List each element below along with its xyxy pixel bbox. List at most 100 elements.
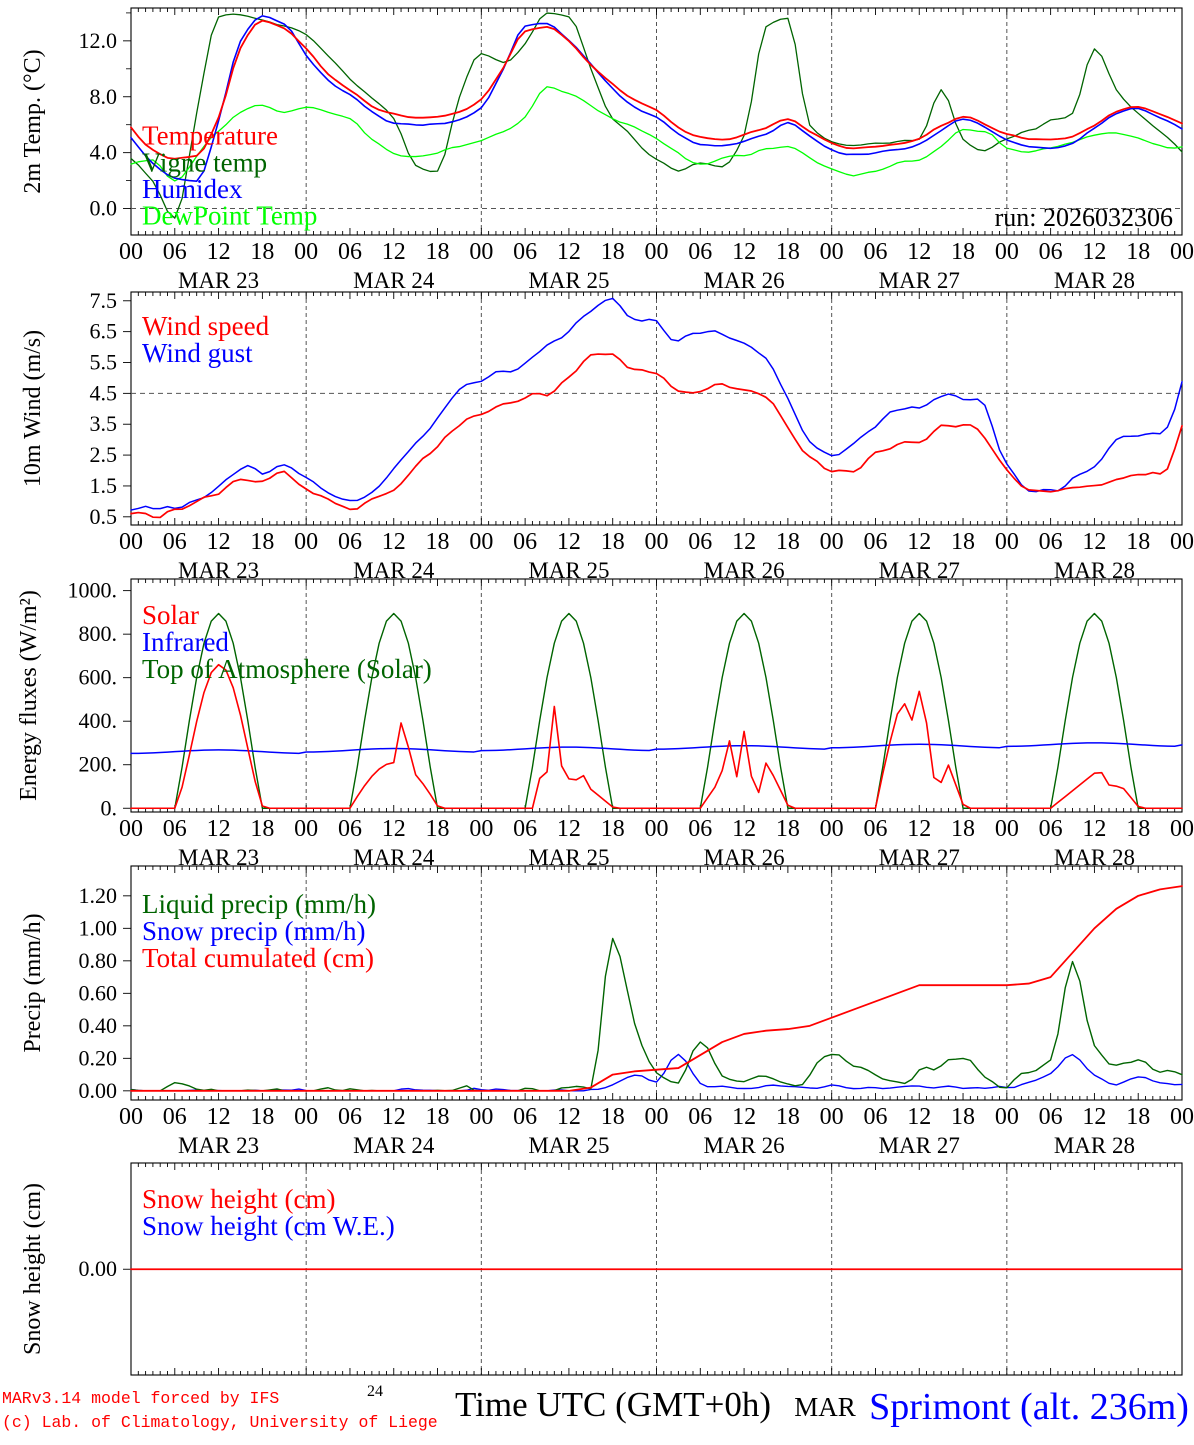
svg-text:00: 00 [469, 1104, 493, 1130]
svg-text:1.20: 1.20 [79, 883, 118, 908]
svg-text:12.0: 12.0 [79, 28, 118, 53]
svg-text:0.80: 0.80 [79, 948, 118, 973]
svg-text:12: 12 [557, 239, 581, 265]
svg-text:00: 00 [645, 816, 669, 842]
svg-text:12: 12 [1082, 1104, 1106, 1130]
svg-text:06: 06 [513, 529, 537, 555]
svg-text:Wind gust: Wind gust [142, 338, 253, 368]
svg-text:12: 12 [557, 529, 581, 555]
svg-text:06: 06 [863, 239, 887, 265]
svg-text:12: 12 [207, 816, 231, 842]
svg-text:06: 06 [338, 239, 362, 265]
svg-text:600.: 600. [79, 665, 118, 690]
svg-text:24: 24 [367, 1383, 383, 1400]
svg-text:00: 00 [294, 816, 318, 842]
svg-text:0.00: 0.00 [79, 1256, 118, 1281]
svg-text:06: 06 [338, 1104, 362, 1130]
svg-text:18: 18 [250, 529, 274, 555]
svg-text:Temperature: Temperature [142, 121, 278, 151]
svg-text:00: 00 [1170, 239, 1194, 265]
svg-text:06: 06 [688, 529, 712, 555]
svg-text:00: 00 [119, 816, 143, 842]
svg-text:00: 00 [1170, 816, 1194, 842]
svg-text:18: 18 [951, 529, 975, 555]
svg-text:Sprimont (alt. 236m): Sprimont (alt. 236m) [869, 1386, 1189, 1428]
svg-text:MAR 25: MAR 25 [528, 1133, 609, 1158]
svg-text:12: 12 [207, 239, 231, 265]
svg-text:Liquid precip (mm/h): Liquid precip (mm/h) [142, 889, 376, 919]
svg-text:MAR 24: MAR 24 [353, 268, 435, 293]
svg-text:06: 06 [338, 816, 362, 842]
svg-text:06: 06 [163, 816, 187, 842]
svg-text:00: 00 [469, 529, 493, 555]
svg-text:00: 00 [820, 529, 844, 555]
svg-text:MAR 28: MAR 28 [1054, 268, 1135, 293]
svg-text:12: 12 [907, 239, 931, 265]
svg-text:12: 12 [557, 1104, 581, 1130]
svg-text:MAR 23: MAR 23 [178, 268, 259, 293]
svg-text:MAR: MAR [794, 1392, 856, 1422]
svg-text:0.00: 0.00 [79, 1078, 118, 1103]
svg-text:18: 18 [951, 816, 975, 842]
svg-text:0.5: 0.5 [90, 504, 118, 529]
svg-text:MAR 24: MAR 24 [353, 1133, 435, 1158]
svg-text:00: 00 [820, 239, 844, 265]
svg-text:Solar: Solar [142, 600, 199, 630]
svg-text:0.0: 0.0 [90, 196, 118, 221]
svg-text:06: 06 [863, 816, 887, 842]
svg-text:12: 12 [382, 239, 406, 265]
svg-text:06: 06 [513, 816, 537, 842]
svg-text:12: 12 [557, 816, 581, 842]
svg-text:00: 00 [820, 816, 844, 842]
svg-text:18: 18 [601, 816, 625, 842]
svg-text:0.40: 0.40 [79, 1013, 118, 1038]
svg-text:1.5: 1.5 [90, 473, 118, 498]
svg-text:00: 00 [119, 529, 143, 555]
svg-text:00: 00 [820, 1104, 844, 1130]
svg-text:18: 18 [601, 239, 625, 265]
svg-text:18: 18 [776, 816, 800, 842]
svg-text:12: 12 [907, 529, 931, 555]
svg-text:2m Temp. (°C): 2m Temp. (°C) [20, 49, 46, 193]
svg-text:2.5: 2.5 [90, 442, 118, 467]
svg-text:6.5: 6.5 [90, 319, 118, 344]
svg-text:12: 12 [1082, 816, 1106, 842]
svg-text:18: 18 [1126, 529, 1150, 555]
svg-text:18: 18 [426, 529, 450, 555]
svg-text:06: 06 [863, 1104, 887, 1130]
svg-text:00: 00 [995, 239, 1019, 265]
svg-text:18: 18 [601, 529, 625, 555]
svg-text:DewPoint Temp: DewPoint Temp [142, 201, 317, 231]
svg-text:18: 18 [951, 1104, 975, 1130]
svg-text:12: 12 [207, 529, 231, 555]
svg-text:12: 12 [907, 816, 931, 842]
svg-text:12: 12 [382, 529, 406, 555]
svg-text:4.0: 4.0 [90, 140, 118, 165]
svg-text:Total cumulated (cm): Total cumulated (cm) [142, 943, 374, 973]
svg-text:0.20: 0.20 [79, 1045, 118, 1070]
svg-text:06: 06 [688, 239, 712, 265]
svg-text:Humidex: Humidex [142, 174, 243, 204]
svg-text:MAR 25: MAR 25 [528, 268, 609, 293]
svg-text:12: 12 [907, 1104, 931, 1130]
svg-text:18: 18 [601, 1104, 625, 1130]
svg-text:12: 12 [732, 816, 756, 842]
svg-text:00: 00 [294, 529, 318, 555]
svg-text:12: 12 [382, 1104, 406, 1130]
svg-text:18: 18 [951, 239, 975, 265]
svg-text:06: 06 [863, 529, 887, 555]
svg-text:12: 12 [1082, 529, 1106, 555]
svg-text:00: 00 [1170, 529, 1194, 555]
svg-text:00: 00 [1170, 1104, 1194, 1130]
svg-text:06: 06 [1039, 1104, 1063, 1130]
svg-text:400.: 400. [79, 708, 118, 733]
svg-text:Precip (mm/h): Precip (mm/h) [20, 913, 46, 1052]
svg-text:18: 18 [1126, 1104, 1150, 1130]
svg-text:06: 06 [688, 816, 712, 842]
svg-text:18: 18 [776, 239, 800, 265]
svg-text:00: 00 [294, 1104, 318, 1130]
svg-text:06: 06 [1039, 816, 1063, 842]
svg-text:12: 12 [732, 1104, 756, 1130]
svg-text:00: 00 [995, 1104, 1019, 1130]
svg-text:10m Wind (m/s): 10m Wind (m/s) [20, 330, 46, 487]
